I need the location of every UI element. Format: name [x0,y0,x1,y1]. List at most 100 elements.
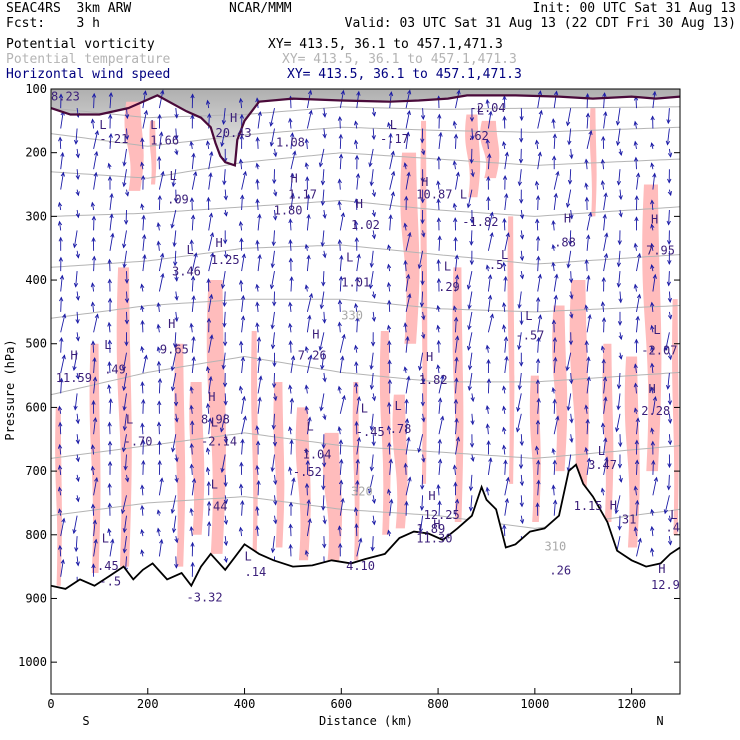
wind-arrowhead [157,459,162,465]
wind-arrowhead [289,439,294,444]
wind-vector [123,515,127,533]
wind-arrowhead [304,482,310,488]
wind-arrowhead [174,563,179,569]
wind-arrowhead [650,242,655,248]
wind-vector [272,332,275,349]
wind-vector [158,253,164,272]
wind-vector [504,460,507,475]
wind-arrowhead [404,418,410,423]
wind-vector [370,250,374,267]
wind-arrowhead [650,199,655,205]
wind-arrowhead [156,421,162,427]
wind-arrowhead [650,440,656,446]
wind-vector [617,128,621,146]
extremum-label: L [104,338,111,352]
wind-vector [586,458,590,475]
wind-arrowhead [353,506,359,512]
wind-arrowhead [57,443,63,449]
wind-arrowhead [407,293,412,299]
wind-vector [58,509,62,516]
wind-vector [372,230,375,239]
wind-vector [372,393,376,401]
wind-arrowhead [635,499,640,505]
wind-vector [356,480,358,496]
wind-arrowhead [90,301,96,307]
wind-arrowhead [371,192,377,198]
wind-vector [668,434,671,445]
wind-vector [437,259,440,272]
wind-arrowhead [256,479,261,485]
wind-vector [652,173,656,190]
wind-arrowhead [321,281,326,287]
wind-vector [437,325,440,333]
wind-vector [274,393,277,401]
wind-arrowhead [255,525,260,531]
wind-vector [208,151,213,170]
wind-vector [651,302,654,312]
wind-arrowhead [368,284,374,290]
wind-arrowhead [75,457,80,463]
wind-arrowhead [142,233,147,239]
wind-vector [141,284,144,292]
wind-vector [339,480,342,496]
wind-vector [470,230,473,245]
wind-vector [306,255,310,272]
wind-vector [108,322,111,333]
wind-arrowhead [586,234,591,240]
wind-arrowhead [485,344,490,350]
xy-pv: XY= 413.5, 36.1 to 457.1,471.3 [268,37,503,52]
wind-vector [157,303,160,312]
wind-vector [601,488,605,496]
wind-vector [553,460,556,475]
wind-vector [438,132,442,149]
wind-arrowhead [141,398,146,404]
wind-vector [240,341,243,353]
wind-vector [289,239,292,251]
wind-arrowhead [667,314,673,320]
wind-vector [636,253,641,272]
wind-vector [93,377,96,394]
pv-area [507,216,515,484]
wind-arrowhead [537,314,543,320]
wind-arrowhead [308,292,314,298]
wind-vector [634,486,637,496]
wind-vector [487,111,492,129]
wind-arrowhead [633,485,638,491]
extremum-label: 1.80 [274,204,303,218]
wind-arrowhead [555,415,560,421]
wind-arrowhead [124,279,129,284]
wind-vector [171,372,177,391]
extremum-label: .88 [554,235,576,249]
wind-vector [603,438,607,455]
wind-arrowhead [141,439,146,445]
wind-vector [191,153,195,170]
wind-vector [455,499,458,516]
wind-arrowhead [321,485,326,491]
wind-arrowhead [321,506,326,511]
wind-vector [618,250,621,267]
wind-vector [636,316,639,333]
wind-arrowhead [468,506,474,512]
wind-vector [241,439,244,455]
wind-vector [438,236,441,251]
wind-arrowhead [58,236,63,242]
wind-vector [191,215,194,231]
wind-arrowhead [584,304,589,310]
wind-arrowhead [205,140,211,146]
wind-arrowhead [406,109,411,116]
wind-arrowhead [290,355,296,361]
extremum-label: 1.82 [419,373,448,387]
wind-arrowhead [107,339,112,345]
wind-arrowhead [454,498,460,504]
pv-area [392,394,408,529]
wind-vector [339,440,342,455]
wind-arrowhead [371,212,376,218]
wind-arrowhead [551,243,556,250]
wind-vector [405,501,408,516]
wind-vector [668,536,671,545]
wind-vector [388,282,391,292]
extremum-label: 9.65 [160,342,189,356]
wind-arrowhead [405,131,411,137]
wind-vector [567,250,572,268]
wind-arrowhead [223,253,229,259]
